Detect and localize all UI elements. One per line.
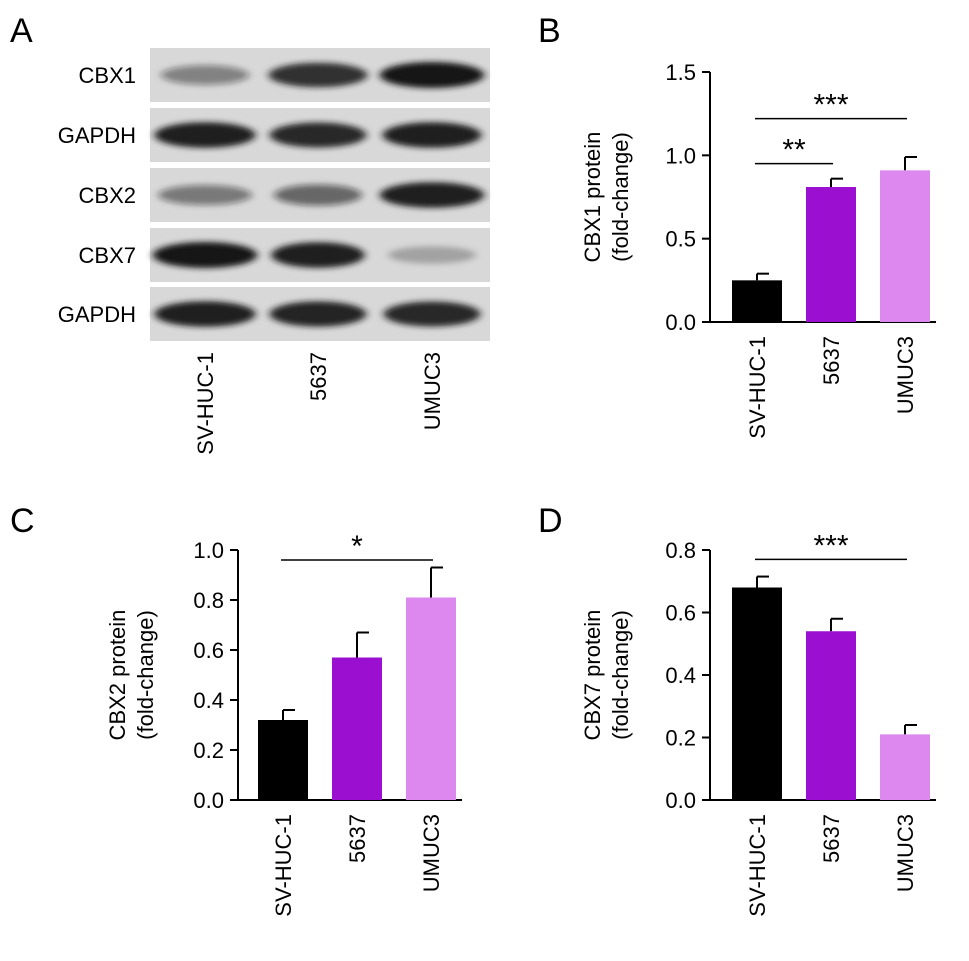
blot-row: CBX2: [79, 168, 490, 222]
blot-band: [158, 185, 252, 205]
bar: [332, 657, 382, 800]
blot-row: GAPDH: [58, 108, 490, 162]
blot-band: [379, 182, 485, 208]
blot-band: [154, 122, 256, 148]
significance-label: **: [782, 134, 806, 167]
y-axis-title: CBX2 protein: [105, 610, 130, 741]
blot-band: [379, 62, 485, 88]
bar: [880, 170, 930, 322]
x-category-label: SV-HUC-1: [745, 814, 770, 917]
y-axis-title: (fold-change): [608, 610, 633, 740]
bar: [806, 187, 856, 322]
y-axis-title: CBX7 protein: [580, 610, 605, 741]
y-tick-label: 0.6: [193, 638, 224, 663]
y-axis-title: (fold-change): [133, 610, 158, 740]
chart-panel-c: 0.0 0.2 0.4 0.6 0.8 1.0 CBX2 protein (fold-chan…: [105, 530, 462, 917]
blot-row: GAPDH: [58, 287, 490, 341]
chart-panel-d: 0.0 0.2 0.4 0.6 0.8 CBX7 protein (fold-change)…: [580, 529, 936, 917]
y-tick-label: 0.8: [665, 538, 696, 563]
blot-band: [382, 122, 482, 148]
y-tick-label: 0.5: [665, 227, 696, 252]
bar: [880, 734, 930, 800]
y-tick-label: 0.4: [665, 663, 696, 688]
x-category-label: SV-HUC-1: [271, 814, 296, 917]
panel-label-a: A: [10, 12, 33, 50]
y-tick-label: 0.0: [193, 788, 224, 813]
blot-band: [154, 301, 256, 327]
y-tick-label: 0.0: [665, 310, 696, 335]
significance-label: ***: [813, 89, 848, 122]
significance-label: *: [351, 530, 363, 563]
y-tick-label: 1.0: [665, 143, 696, 168]
y-axis-title: CBX1 protein: [580, 132, 605, 263]
blot-band: [269, 122, 367, 148]
blot-band: [388, 246, 476, 264]
panel-label-c: C: [10, 502, 35, 540]
bar: [732, 280, 782, 322]
y-tick-label: 0.6: [665, 601, 696, 626]
y-tick-label: 0.8: [193, 588, 224, 613]
blot-band: [161, 65, 249, 85]
x-category-label: UMUC3: [893, 336, 918, 414]
blot-row-label: CBX2: [79, 183, 136, 208]
significance-label: ***: [813, 529, 848, 562]
x-category-label: 5637: [819, 336, 844, 385]
bar: [406, 597, 456, 800]
y-axis-title: (fold-change): [608, 132, 633, 262]
x-category-label: SV-HUC-1: [745, 336, 770, 439]
panel-label-d: D: [538, 502, 563, 540]
bar: [806, 631, 856, 800]
blot-row-label: GAPDH: [58, 302, 136, 327]
y-tick-label: 0.2: [665, 726, 696, 751]
blot-band: [274, 184, 362, 206]
x-category-label: UMUC3: [893, 814, 918, 892]
y-tick-label: 1.0: [193, 538, 224, 563]
blot-lane-label: 5637: [306, 352, 331, 401]
blot-row-label: CBX1: [79, 63, 136, 88]
blot-band: [383, 301, 481, 327]
blot-row: CBX7: [79, 228, 490, 282]
blot-band: [269, 301, 367, 327]
blot-band: [152, 242, 258, 268]
bar: [258, 720, 308, 800]
blot-band: [271, 242, 365, 268]
panel-label-b: B: [538, 12, 561, 50]
y-tick-label: 0.4: [193, 688, 224, 713]
chart-panel-b: 0.0 0.5 1.0 1.5 CBX1 protein (fold-change) SV-…: [580, 60, 936, 439]
y-tick-label: 0.0: [665, 788, 696, 813]
blot-row-label: CBX7: [79, 243, 136, 268]
blot-row-label: GAPDH: [58, 123, 136, 148]
blot-row: CBX1: [79, 48, 490, 102]
y-tick-label: 0.2: [193, 738, 224, 763]
bar: [732, 587, 782, 800]
x-category-label: 5637: [345, 814, 370, 863]
blot-lane-label: UMUC3: [420, 352, 445, 430]
blot-lane-label: SV-HUC-1: [193, 352, 218, 455]
x-category-label: UMUC3: [419, 814, 444, 892]
blot-band: [268, 62, 368, 88]
y-tick-label: 1.5: [665, 60, 696, 85]
western-blot-panel: CBX1 GAPDH CBX2 CBX7 GAPDH SV-HUC-1 5637 UMUC3: [58, 48, 490, 455]
x-category-label: 5637: [819, 814, 844, 863]
